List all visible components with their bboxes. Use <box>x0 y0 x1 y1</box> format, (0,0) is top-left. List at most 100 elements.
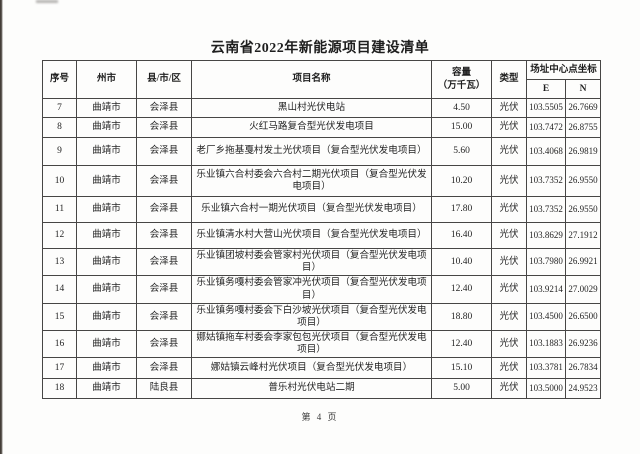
page-number: 第 4 页 <box>301 412 339 422</box>
cell-type: 光伏 <box>491 137 527 166</box>
cell-index: 14 <box>42 275 77 304</box>
cell-type: 光伏 <box>491 117 527 138</box>
header-index: 序号 <box>42 60 77 99</box>
cell-coordinate-e: 103.4500 <box>526 303 566 331</box>
cell-type: 光伏 <box>491 303 527 331</box>
cell-coordinate-n: 26.9921 <box>564 248 602 276</box>
cell-city: 曲靖市 <box>76 330 137 358</box>
cell-capacity: 16.40 <box>431 222 492 249</box>
cell-index: 15 <box>42 303 77 331</box>
cell-type: 光伏 <box>491 98 527 118</box>
cell-capacity: 10.40 <box>431 248 492 276</box>
header-coordinate-n: N <box>564 79 602 99</box>
cell-type: 光伏 <box>491 196 527 223</box>
cell-coordinate-e: 103.9214 <box>526 275 566 304</box>
cell-project-name: 火红马路复合型光伏发电项目 <box>191 117 432 138</box>
cell-type: 光伏 <box>491 222 527 249</box>
cell-city: 曲靖市 <box>76 196 137 223</box>
cell-index: 18 <box>42 378 77 399</box>
cell-type: 光伏 <box>491 330 527 358</box>
cell-county: 会泽县 <box>136 117 192 138</box>
table-row: 18 曲靖市 陆良县 普乐村光伏电站二期 5.00 光伏 103.5000 24… <box>42 378 602 399</box>
scan-smudge-mark <box>36 0 58 3</box>
cell-index: 16 <box>42 330 77 358</box>
cell-city: 曲靖市 <box>76 248 137 276</box>
cell-county: 会泽县 <box>136 165 192 197</box>
table-row: 16 曲靖市 会泽县 娜姑镇拖车村委会李家包包光伏项目（复合型光伏发电项目） 1… <box>42 330 602 358</box>
cell-county: 会泽县 <box>136 303 192 331</box>
cell-coordinate-n: 26.9236 <box>564 330 602 358</box>
cell-coordinate-n: 26.9550 <box>564 196 602 223</box>
cell-capacity: 4.50 <box>431 98 492 118</box>
cell-city: 曲靖市 <box>76 165 137 197</box>
cell-coordinate-n: 26.9550 <box>564 165 602 197</box>
table-row: 8 曲靖市 会泽县 火红马路复合型光伏发电项目 15.00 光伏 103.747… <box>42 117 602 138</box>
cell-index: 13 <box>42 248 77 276</box>
cell-county: 会泽县 <box>136 196 192 223</box>
cell-coordinate-n: 27.1912 <box>564 222 602 249</box>
table-row: 10 曲靖市 会泽县 乐业镇六合村委会六合村二期光伏项目（复合型光伏发电项目） … <box>42 165 602 197</box>
cell-index: 11 <box>42 196 77 223</box>
cell-coordinate-n: 26.9819 <box>564 137 602 166</box>
cell-coordinate-e: 103.7352 <box>526 165 566 197</box>
cell-city: 曲靖市 <box>76 357 137 379</box>
cell-coordinate-e: 103.4068 <box>526 137 566 166</box>
table-row: 14 曲靖市 会泽县 乐业镇务嘎村委会管家冲光伏项目（复合型光伏发电项目） 12… <box>42 275 602 304</box>
cell-project-name: 乐业镇务嘎村委会管家冲光伏项目（复合型光伏发电项目） <box>191 275 432 304</box>
cell-project-name: 乐业镇务嘎村委会下白沙坡光伏项目（复合型光伏发电项目） <box>191 303 432 331</box>
table-row: 11 曲靖市 会泽县 乐业镇六合村一期光伏项目（复合型光伏发电项目） 17.80… <box>42 196 602 223</box>
cell-city: 曲靖市 <box>76 378 137 399</box>
cell-project-name: 乐业镇六合村一期光伏项目（复合型光伏发电项目） <box>191 196 432 223</box>
header-capacity: 容量 （万千瓦） <box>431 60 492 99</box>
cell-project-name: 普乐村光伏电站二期 <box>191 378 432 399</box>
table-header: 序号 州市 县/市/区 项目名称 容量 （万千瓦） 类型 场址中心点坐标 E N <box>42 60 602 99</box>
header-county: 县/市/区 <box>136 60 192 99</box>
cell-capacity: 17.80 <box>431 196 492 223</box>
cell-project-name: 娜姑镇拖车村委会李家包包光伏项目（复合型光伏发电项目） <box>191 330 432 358</box>
cell-coordinate-n: 24.9523 <box>564 378 602 399</box>
cell-coordinate-n: 26.6500 <box>564 303 602 331</box>
cell-type: 光伏 <box>491 248 527 276</box>
cell-coordinate-e: 103.3781 <box>526 357 566 379</box>
table-row: 15 曲靖市 会泽县 乐业镇务嘎村委会下白沙坡光伏项目（复合型光伏发电项目） 1… <box>42 303 602 331</box>
table-row: 7 曲靖市 会泽县 黑山村光伏电站 4.50 光伏 103.5505 26.76… <box>42 98 602 118</box>
cell-index: 7 <box>42 98 77 118</box>
cell-coordinate-e: 103.5000 <box>526 378 566 399</box>
cell-project-name: 娜姑镇云峰村光伏项目（复合型光伏发电项目） <box>191 357 432 379</box>
projects-table: 序号 州市 县/市/区 项目名称 容量 （万千瓦） 类型 场址中心点坐标 E N … <box>42 60 602 399</box>
header-type: 类型 <box>491 60 527 99</box>
cell-index: 12 <box>42 222 77 249</box>
cell-coordinate-e: 103.7472 <box>526 117 566 138</box>
cell-index: 8 <box>42 117 77 138</box>
header-row-top: 序号 州市 县/市/区 项目名称 容量 （万千瓦） 类型 场址中心点坐标 <box>42 60 602 99</box>
cell-capacity: 12.40 <box>431 330 492 358</box>
cell-county: 会泽县 <box>136 357 192 379</box>
table-row: 9 曲靖市 会泽县 老厂乡拖基戛村发土光伏项目（复合型光伏发电项目） 5.60 … <box>42 137 602 166</box>
cell-county: 会泽县 <box>136 222 192 249</box>
cell-project-name: 老厂乡拖基戛村发土光伏项目（复合型光伏发电项目） <box>191 137 432 166</box>
cell-coordinate-e: 103.7980 <box>526 248 566 276</box>
cell-coordinate-e: 103.5505 <box>526 98 566 118</box>
cell-type: 光伏 <box>491 357 527 379</box>
cell-coordinate-n: 27.0029 <box>564 275 602 304</box>
cell-county: 会泽县 <box>136 248 192 276</box>
header-project-name: 项目名称 <box>191 60 432 99</box>
cell-capacity: 5.00 <box>431 378 492 399</box>
cell-project-name: 乐业镇清水村大营山光伏项目（复合型光伏发电项目） <box>191 222 432 249</box>
cell-county: 会泽县 <box>136 330 192 358</box>
table-body: 7 曲靖市 会泽县 黑山村光伏电站 4.50 光伏 103.5505 26.76… <box>42 98 602 399</box>
cell-coordinate-n: 26.7834 <box>564 357 602 379</box>
cell-city: 曲靖市 <box>76 275 137 304</box>
cell-county: 陆良县 <box>136 378 192 399</box>
page-title: 云南省2022年新能源项目建设清单 <box>210 41 430 56</box>
cell-index: 10 <box>42 165 77 197</box>
cell-city: 曲靖市 <box>76 137 137 166</box>
cell-project-name: 黑山村光伏电站 <box>191 98 432 118</box>
header-capacity-line1: 容量 <box>451 67 471 78</box>
cell-city: 曲靖市 <box>76 98 137 118</box>
cell-county: 会泽县 <box>136 137 192 166</box>
cell-coordinate-n: 26.8755 <box>564 117 602 138</box>
cell-capacity: 15.10 <box>431 357 492 379</box>
header-city: 州市 <box>76 60 137 99</box>
